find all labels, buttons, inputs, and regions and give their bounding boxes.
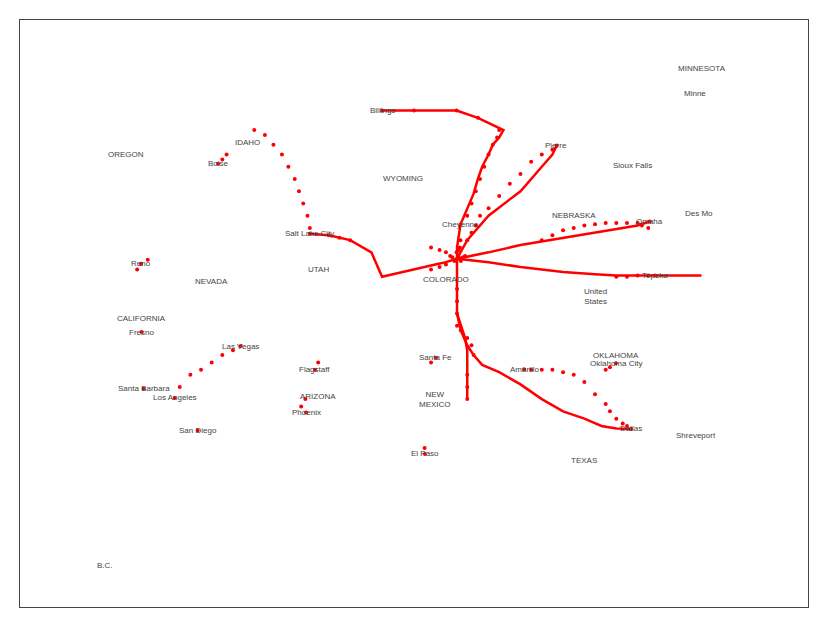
svg-text:Fresno: Fresno <box>129 328 154 337</box>
svg-text:UnitedStates: UnitedStates <box>584 287 607 306</box>
svg-text:Reno: Reno <box>131 259 151 268</box>
svg-text:OREGON: OREGON <box>108 150 144 159</box>
svg-text:Salt Lake City: Salt Lake City <box>285 229 334 238</box>
svg-text:Des Mo: Des Mo <box>685 209 713 218</box>
svg-text:NEBRASKA: NEBRASKA <box>552 211 596 220</box>
svg-text:Billings: Billings <box>370 106 395 115</box>
svg-text:OKLAHOMA: OKLAHOMA <box>593 351 639 360</box>
svg-text:San Diego: San Diego <box>179 426 217 435</box>
svg-text:NEVADA: NEVADA <box>195 277 228 286</box>
svg-text:Amarillo: Amarillo <box>510 365 539 374</box>
svg-text:Cheyenne: Cheyenne <box>442 220 479 229</box>
svg-text:IDAHO: IDAHO <box>235 138 260 147</box>
svg-text:Dallas: Dallas <box>620 424 642 433</box>
svg-text:Topeka: Topeka <box>642 271 668 280</box>
svg-text:Boise: Boise <box>208 159 229 168</box>
svg-text:Santa Fe: Santa Fe <box>419 353 452 362</box>
svg-text:Oklahoma City: Oklahoma City <box>590 359 642 368</box>
svg-text:UTAH: UTAH <box>308 265 329 274</box>
svg-text:COLORADO: COLORADO <box>423 275 469 284</box>
svg-text:El Paso: El Paso <box>411 449 439 458</box>
svg-text:Las Vegas: Las Vegas <box>222 342 259 351</box>
svg-text:Pierre: Pierre <box>545 141 567 150</box>
svg-text:Minne: Minne <box>684 89 706 98</box>
svg-text:NEWMEXICO: NEWMEXICO <box>419 390 451 409</box>
svg-text:WYOMING: WYOMING <box>383 174 423 183</box>
svg-text:Sioux Falls: Sioux Falls <box>613 161 652 170</box>
svg-text:Shreveport: Shreveport <box>676 431 716 440</box>
svg-text:Los Angeles: Los Angeles <box>153 393 197 402</box>
svg-text:B.C.: B.C. <box>97 561 113 570</box>
svg-text:Flagstaff: Flagstaff <box>299 365 330 374</box>
svg-text:CALIFORNIA: CALIFORNIA <box>117 314 166 323</box>
svg-text:ARIZONA: ARIZONA <box>300 392 336 401</box>
svg-text:Omaha: Omaha <box>636 217 663 226</box>
svg-text:Phoenix: Phoenix <box>292 408 321 417</box>
svg-text:MINNESOTA: MINNESOTA <box>678 64 726 73</box>
svg-text:TEXAS: TEXAS <box>571 456 597 465</box>
svg-text:Santa Barbara: Santa Barbara <box>118 384 170 393</box>
